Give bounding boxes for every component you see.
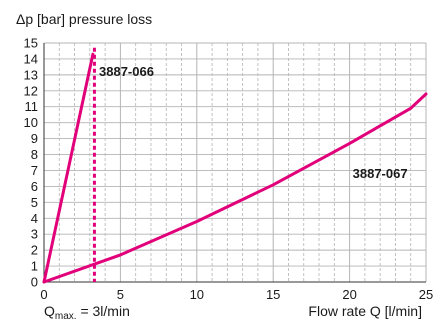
- qmax-label-subscript: max.: [55, 311, 77, 320]
- series-line-3887-066: [42, 52, 95, 284]
- x-tick-label: 15: [266, 287, 280, 302]
- x-tick-labels: 0 5 10 15 20 25: [40, 287, 433, 302]
- y-tick-label: 14: [24, 51, 38, 66]
- y-tick-label: 0: [31, 275, 38, 290]
- x-tick-label: 0: [40, 287, 47, 302]
- x-tick-label: 5: [117, 287, 124, 302]
- y-tick-label: 10: [24, 115, 38, 130]
- series-line-3887-067: [42, 92, 428, 284]
- x-tick-label: 10: [190, 287, 204, 302]
- y-tick-label: 7: [31, 163, 38, 178]
- x-tick-label: 20: [342, 287, 356, 302]
- series-label-3887-067: 3887-067: [353, 166, 408, 181]
- axes: [43, 43, 426, 283]
- y-tick-label: 2: [31, 243, 38, 258]
- series-label-3887-066: 3887-066: [99, 64, 154, 79]
- y-tick-label: 12: [24, 83, 38, 98]
- data-series: [42, 52, 428, 284]
- series-labels: 3887-066 3887-067: [99, 64, 408, 181]
- y-tick-label: 8: [31, 147, 38, 162]
- qmax-label-suffix: = 3l/min: [77, 303, 130, 319]
- y-tick-label: 3: [31, 227, 38, 242]
- qmax-label: Qmax. = 3l/min: [44, 303, 130, 320]
- y-tick-label: 6: [31, 179, 38, 194]
- y-tick-label: 4: [31, 211, 38, 226]
- y-tick-label: 9: [31, 131, 38, 146]
- y-axis-label: Δp [bar] pressure loss: [16, 11, 152, 27]
- y-tick-label: 11: [25, 99, 39, 114]
- grid-lines: [43, 42, 427, 283]
- y-tick-label: 13: [24, 67, 38, 82]
- y-tick-label: 15: [24, 36, 38, 51]
- x-axis-label: Flow rate Q [l/min]: [308, 303, 422, 319]
- y-tick-label: 5: [31, 195, 38, 210]
- y-tick-label: 1: [31, 259, 38, 274]
- x-tick-label: 25: [419, 287, 433, 302]
- qmax-label-prefix: Q: [44, 303, 55, 319]
